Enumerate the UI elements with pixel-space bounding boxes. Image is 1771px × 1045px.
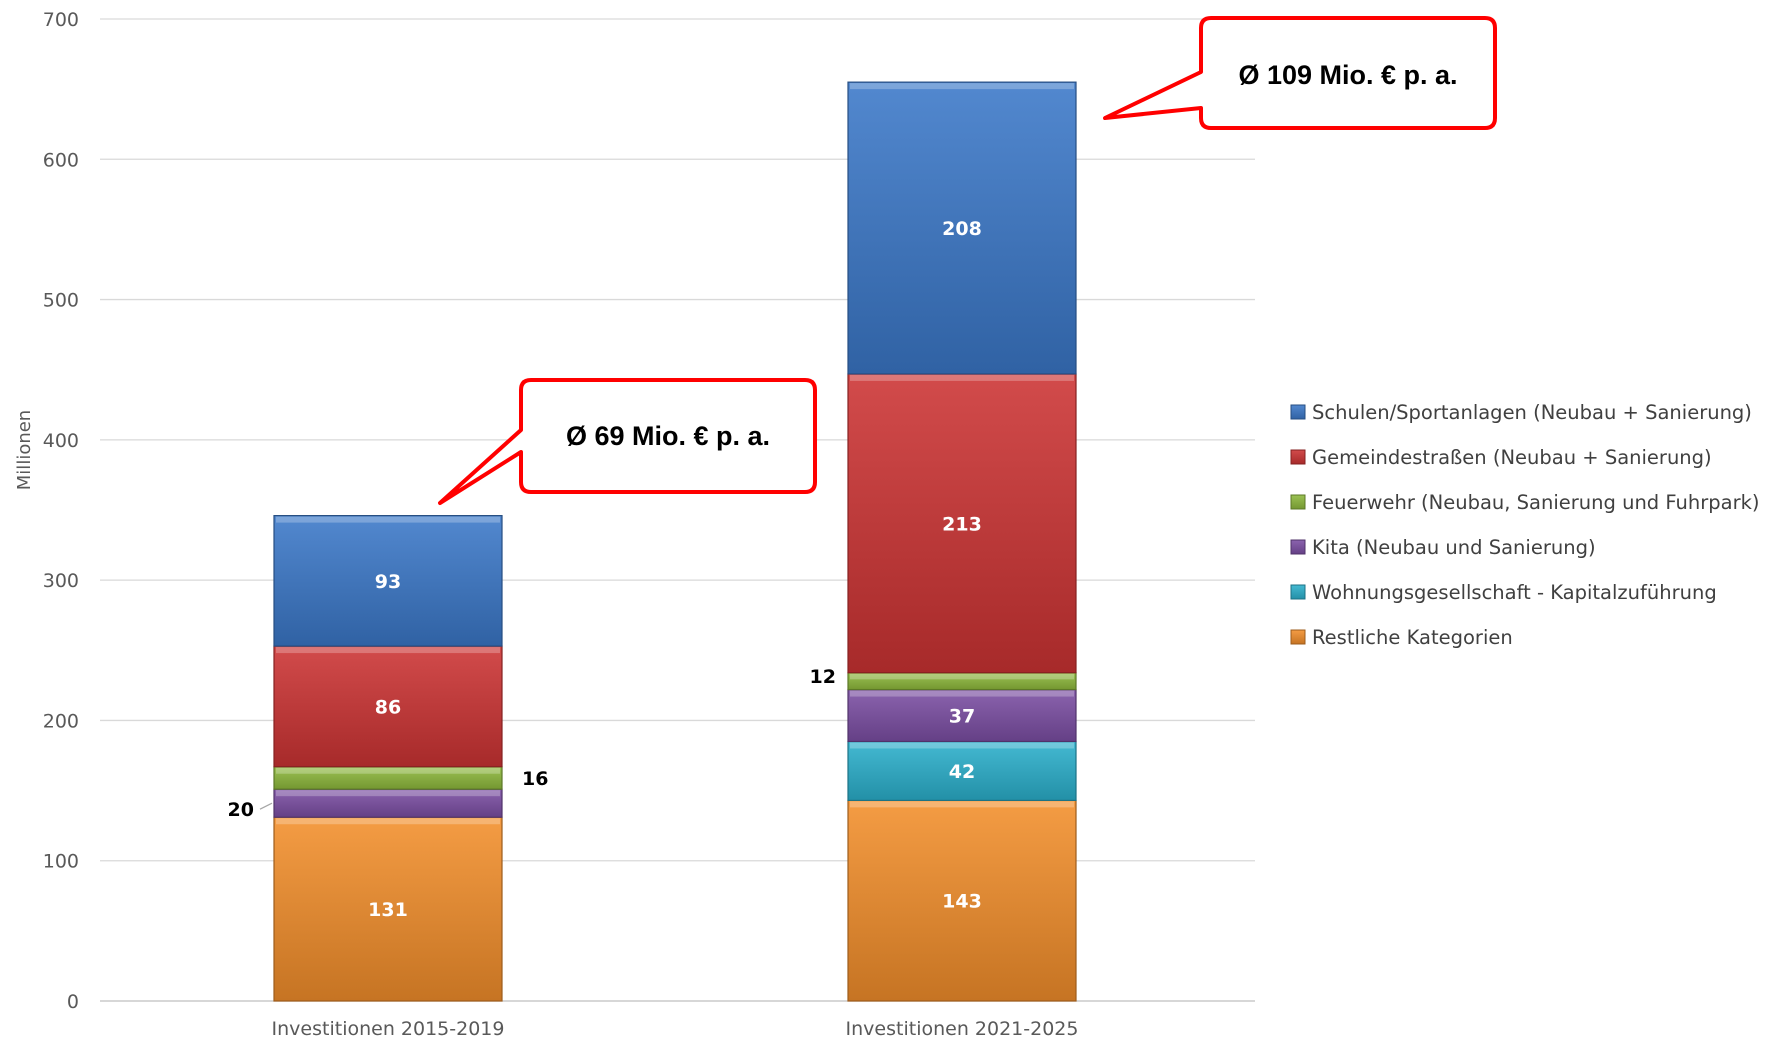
bars [273,81,1077,1002]
data-label: 213 [942,513,982,535]
bar-bevel [276,818,500,825]
bar-segment-kita-neubau-und-sanierung [847,688,1077,743]
legend-swatch [1290,404,1306,420]
bar-segment-restliche-kategorien [273,816,503,1002]
legend-swatch [1290,494,1306,510]
x-category-label: Investitionen 2015-2019 [272,1018,505,1040]
y-tick-label: 100 [43,851,79,873]
bar-bevel [276,790,500,797]
bar-bevel [850,690,1074,697]
bar-segment-wohnungsgesellschaft-kapitalzuf-hrung [847,740,1077,801]
y-axis-title: Millionen [14,410,35,490]
y-tick-label: 500 [43,290,79,312]
legend-item-feuerwehr-neubau-sanierung-und-fuhrpark: Feuerwehr (Neubau, Sanierung und Fuhrpar… [1290,491,1760,514]
bar-segment-schulen-sportanlagen-neubau-sanierung [847,81,1077,375]
y-tick-label: 700 [43,9,79,31]
bar-bevel [276,647,500,654]
x-axis: Investitionen 2015-2019 Investitionen 202… [272,1018,1079,1040]
y-tick-label: 600 [43,149,79,171]
y-tick-label: 300 [43,570,79,592]
legend-item-gemeindestra-en-neubau-sanierung: Gemeindestraßen (Neubau + Sanierung) [1290,446,1712,469]
legend-item-wohnungsgesellschaft-kapitalzuf-hrung: Wohnungsgesellschaft - Kapitalzuführung [1290,581,1717,604]
legend-label: Feuerwehr (Neubau, Sanierung und Fuhrpar… [1312,491,1760,514]
data-label: 42 [949,761,975,783]
data-label: 143 [942,891,982,913]
bar-bevel [850,374,1074,381]
y-axis: 0 100 200 300 400 500 600 700 [43,9,79,1013]
gridlines [100,18,1255,1002]
legend: Schulen/Sportanlagen (Neubau + Sanierung… [1290,401,1760,649]
bar-bevel [850,801,1074,808]
y-tick-label: 0 [67,991,79,1013]
bar-bevel [276,516,500,523]
bar-bevel [850,83,1074,90]
x-category-label: Investitionen 2021-2025 [846,1018,1079,1040]
callout-2021-2025-text: Ø 109 Mio. € p. a. [1238,60,1457,90]
leader-line [259,802,273,810]
data-label: 16 [522,768,548,790]
legend-item-kita-neubau-und-sanierung: Kita (Neubau und Sanierung) [1290,536,1596,559]
data-label: 12 [810,666,836,688]
legend-swatch [1290,539,1306,555]
bar-bevel [276,767,500,774]
legend-swatch [1290,449,1306,465]
bar-segment-restliche-kategorien [847,799,1077,1002]
bar-bevel [850,742,1074,749]
y-tick-label: 400 [43,430,79,452]
data-label: 208 [942,218,982,240]
callout-2021-2025-shape [1103,16,1497,130]
legend-swatch [1290,584,1306,600]
data-labels: 131 20 16 86 93 143 42 37 12 213 208 [228,218,982,921]
callout-2015-2019-shape [438,378,817,505]
data-label: 20 [228,799,254,821]
bar-segment-gemeindestra-en-neubau-sanierung [847,373,1077,674]
legend-label: Schulen/Sportanlagen (Neubau + Sanierung… [1312,401,1752,424]
legend-label: Gemeindestraßen (Neubau + Sanierung) [1312,446,1712,469]
legend-label: Wohnungsgesellschaft - Kapitalzuführung [1312,581,1717,604]
data-label: 86 [375,696,401,718]
legend-swatch [1290,629,1306,645]
data-label: 93 [375,571,401,593]
bar-bevel [850,673,1074,680]
y-tick-label: 200 [43,710,79,732]
legend-item-schulen-sportanlagen-neubau-sanierung: Schulen/Sportanlagen (Neubau + Sanierung… [1290,401,1752,424]
callout-2015-2019-text: Ø 69 Mio. € p. a. [566,421,770,451]
legend-label: Restliche Kategorien [1312,626,1513,649]
legend-label: Kita (Neubau und Sanierung) [1312,536,1596,559]
callout-2021-2025: Ø 109 Mio. € p. a. [1103,16,1497,130]
data-label: 131 [368,899,408,921]
callout-2015-2019: Ø 69 Mio. € p. a. [438,378,817,505]
legend-item-restliche-kategorien: Restliche Kategorien [1290,626,1513,649]
bar-segment-schulen-sportanlagen-neubau-sanierung [273,515,503,647]
data-label: 37 [949,706,975,728]
